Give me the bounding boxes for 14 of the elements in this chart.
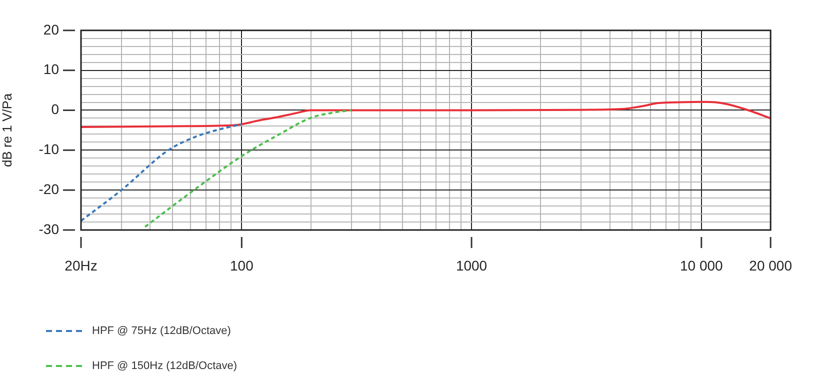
y-tick-label: -30 xyxy=(38,220,60,237)
legend-label: HPF @ 150Hz (12dB/Octave) xyxy=(92,360,238,372)
y-tick-label: -10 xyxy=(38,141,60,158)
x-tick-label: 20 000 xyxy=(749,257,792,274)
x-tick-label: 20Hz xyxy=(64,257,98,274)
legend-label: HPF @ 75Hz (12dB/Octave) xyxy=(92,325,231,337)
y-tick-label: 20 xyxy=(43,21,60,38)
y-axis-title: dB re 1 V/Pa xyxy=(0,92,14,168)
y-tick-label: 0 xyxy=(51,101,60,118)
x-tick-label: 10 000 xyxy=(680,257,724,274)
y-tick-label: -20 xyxy=(38,180,60,197)
x-tick-label: 1000 xyxy=(456,257,488,274)
x-tick-label: 100 xyxy=(230,257,254,274)
y-tick-label: 10 xyxy=(43,61,60,78)
